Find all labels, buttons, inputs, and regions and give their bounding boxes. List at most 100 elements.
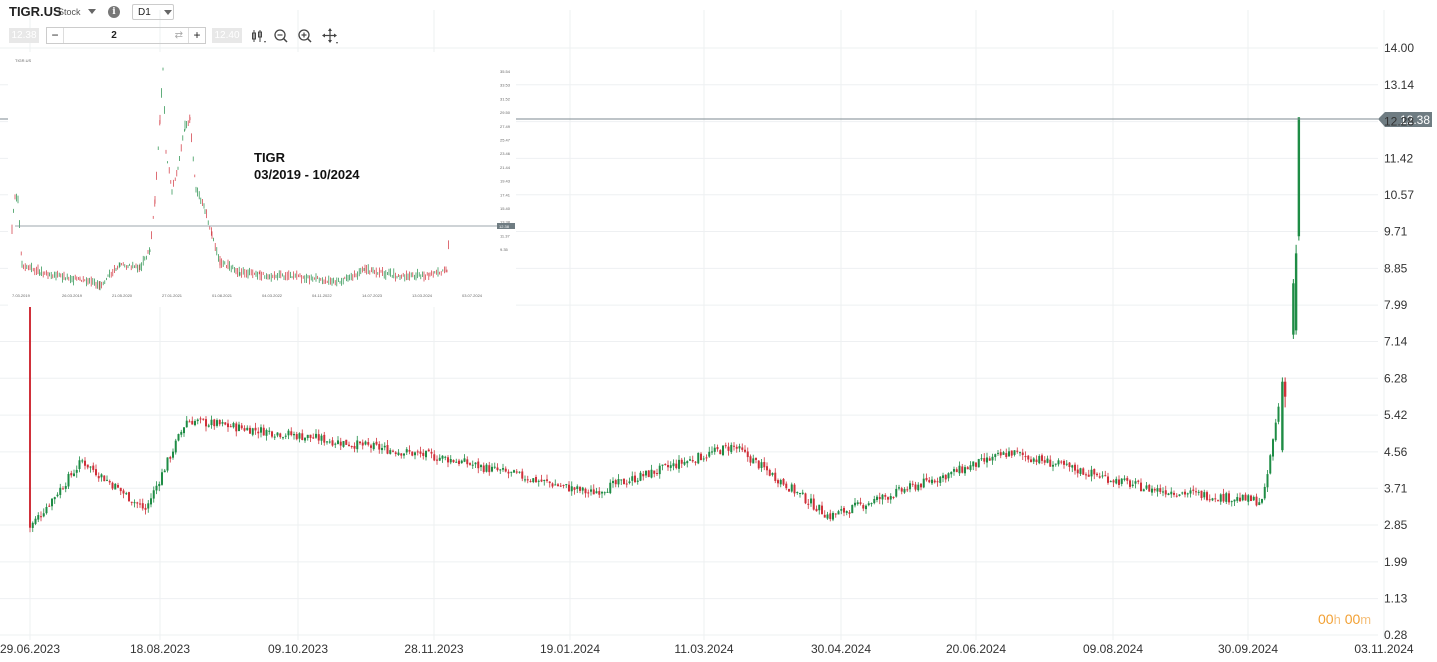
candle-body (207, 425, 210, 427)
sell-price-button[interactable]: 12.38 (9, 28, 39, 43)
zoom-in-icon[interactable] (296, 27, 314, 45)
info-icon[interactable]: i (108, 6, 120, 18)
candle-body (598, 491, 601, 495)
candle-body (359, 441, 362, 444)
candle-body (826, 514, 829, 519)
candle-body (419, 451, 422, 454)
candle-body (185, 420, 188, 428)
candle-body (958, 465, 961, 474)
y-axis: 14.00 13.14 12.28 11.42 10.57 9.71 8.85 7.99 7.1… (1384, 41, 1414, 642)
candle-body (328, 441, 331, 443)
candle-body (1239, 497, 1242, 502)
candle-body (1167, 493, 1170, 495)
candle-body (1250, 495, 1253, 502)
candle-body (106, 479, 109, 481)
candle-body (892, 496, 895, 498)
buy-price-button[interactable]: 12.40 (212, 28, 242, 43)
x-tick-label: 30.09.2024 (1218, 642, 1278, 656)
x-axis: 29.06.2023 18.08.2023 09.10.2023 28.11.2023… (0, 642, 1414, 656)
candle-body (884, 495, 887, 497)
candle-body (232, 423, 235, 428)
candle-body (576, 486, 579, 490)
candle-body (1118, 479, 1121, 485)
candle-body (1049, 459, 1052, 467)
candle-body (155, 485, 158, 491)
candle-body (559, 485, 562, 487)
candle-body (1244, 494, 1247, 501)
candle-body (1008, 451, 1011, 457)
candle-body (895, 488, 898, 497)
candle-body (642, 473, 645, 477)
inset-candles (11, 67, 449, 291)
x-tick-label: 30.04.2024 (811, 642, 871, 656)
candle-body (1096, 473, 1099, 476)
candle-body (961, 466, 964, 473)
candle-body (108, 481, 111, 483)
candle-body (254, 427, 257, 431)
candle-body (570, 486, 573, 492)
candle-body (733, 445, 736, 447)
candle-body (1241, 494, 1244, 501)
candle-body (757, 460, 760, 469)
candle-body (1065, 463, 1068, 465)
candle-body (856, 502, 859, 505)
candle-body (1197, 491, 1200, 493)
swap-icon[interactable]: ⇄ (174, 30, 183, 41)
inset-y-tick: 17.41 (500, 192, 511, 197)
candle-body (304, 437, 307, 441)
crosshair-icon[interactable] (321, 27, 339, 45)
candle-body (276, 432, 279, 436)
inset-y-tick: 15.40 (500, 206, 511, 211)
candle-body (862, 505, 865, 509)
candle-body (218, 419, 221, 425)
candle-body (1052, 464, 1055, 467)
candle-body (521, 471, 524, 479)
candle-body (925, 477, 928, 481)
candle-body (620, 479, 623, 481)
candle-body (122, 490, 125, 494)
candle-body (452, 459, 455, 463)
candle-body (804, 493, 807, 504)
timeframe-select[interactable]: D1 (132, 4, 174, 20)
candle-body (1225, 493, 1228, 502)
candle-body (628, 481, 631, 484)
decrease-volume-button[interactable]: − (47, 28, 64, 43)
candle-body (485, 464, 488, 472)
candle-body (1126, 477, 1129, 481)
candle-body (150, 498, 153, 505)
inset-y-tick: 33.53 (500, 83, 511, 88)
candle-countdown: 00h 00m (1318, 611, 1372, 627)
candle-body (42, 513, 45, 517)
inset-x-tick: 7.03.2019 (12, 293, 31, 298)
inset-x-tick: 03.07.2024 (462, 293, 483, 298)
candle-body (92, 465, 95, 470)
symbol-name[interactable]: TIGR.US (9, 4, 62, 19)
candle-body (741, 447, 744, 450)
candle-body (265, 430, 268, 436)
candle-body (372, 443, 375, 450)
symbol-dropdown-icon[interactable] (88, 9, 96, 14)
candle-body (865, 505, 868, 510)
candle-body (1192, 489, 1195, 491)
candle-body (766, 466, 769, 471)
volume-value[interactable]: 2 (111, 30, 117, 41)
candle-body (177, 434, 180, 441)
candle-body (1186, 493, 1189, 495)
candle-body (172, 451, 175, 458)
zoom-out-icon[interactable] (272, 27, 290, 45)
timeframe-value: D1 (138, 7, 151, 18)
volume-stepper[interactable]: − 2 ⇄ + (46, 27, 206, 44)
candle-body (719, 450, 722, 455)
candle-body (832, 512, 835, 520)
candle-body (818, 504, 821, 511)
candle-body (1151, 488, 1154, 493)
candle-body (1010, 450, 1013, 456)
candle-body (97, 476, 100, 479)
candles-icon[interactable] (250, 27, 268, 45)
candle-body (579, 487, 582, 491)
candle-body (722, 445, 725, 456)
candle-body (174, 440, 177, 453)
increase-volume-button[interactable]: + (188, 28, 205, 43)
candle-body (430, 451, 433, 454)
